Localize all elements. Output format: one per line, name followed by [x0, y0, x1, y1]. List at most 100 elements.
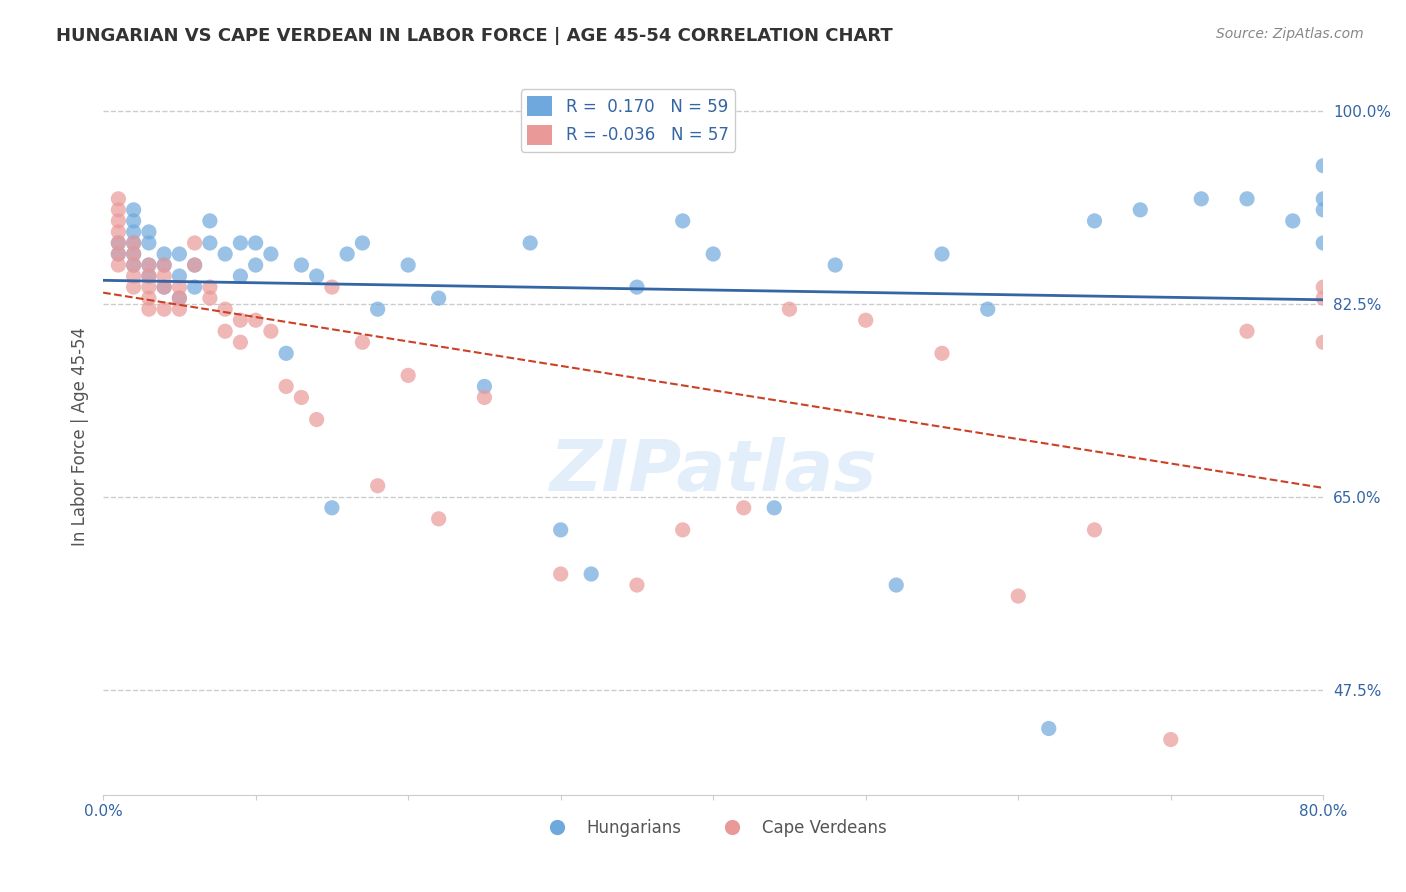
Point [672, 214, 695, 228]
Point [931, 346, 953, 360]
Point [396, 368, 419, 383]
Point [550, 523, 572, 537]
Point [855, 313, 877, 327]
Point [1083, 523, 1105, 537]
Point [1129, 202, 1152, 217]
Point [169, 268, 191, 283]
Point [977, 302, 1000, 317]
Point [169, 291, 191, 305]
Point [138, 268, 160, 283]
Point [138, 235, 160, 250]
Point [138, 268, 160, 283]
Point [396, 258, 419, 272]
Point [183, 258, 205, 272]
Point [1038, 722, 1060, 736]
Point [122, 235, 145, 250]
Point [198, 291, 221, 305]
Point [884, 578, 907, 592]
Point [1312, 202, 1334, 217]
Point [367, 479, 389, 493]
Text: ZIPatlas: ZIPatlas [550, 437, 877, 507]
Point [153, 280, 176, 294]
Point [824, 258, 846, 272]
Point [107, 247, 129, 261]
Point [1312, 280, 1334, 294]
Point [153, 247, 176, 261]
Point [427, 291, 450, 305]
Point [229, 268, 252, 283]
Point [626, 578, 648, 592]
Point [107, 214, 129, 228]
Point [107, 225, 129, 239]
Point [1312, 335, 1334, 350]
Point [290, 258, 312, 272]
Point [122, 280, 145, 294]
Point [260, 324, 283, 338]
Point [169, 247, 191, 261]
Point [138, 280, 160, 294]
Point [550, 567, 572, 582]
Text: Source: ZipAtlas.com: Source: ZipAtlas.com [1216, 27, 1364, 41]
Point [290, 391, 312, 405]
Point [579, 567, 602, 582]
Point [763, 500, 786, 515]
Point [245, 235, 267, 250]
Point [107, 192, 129, 206]
Point [107, 235, 129, 250]
Point [1312, 159, 1334, 173]
Point [1083, 214, 1105, 228]
Point [352, 235, 374, 250]
Text: HUNGARIAN VS CAPE VERDEAN IN LABOR FORCE | AGE 45-54 CORRELATION CHART: HUNGARIAN VS CAPE VERDEAN IN LABOR FORCE… [56, 27, 893, 45]
Point [107, 202, 129, 217]
Point [367, 302, 389, 317]
Point [122, 258, 145, 272]
Point [214, 247, 236, 261]
Point [153, 302, 176, 317]
Point [138, 291, 160, 305]
Point [1312, 235, 1334, 250]
Point [183, 258, 205, 272]
Point [321, 280, 343, 294]
Point [276, 346, 298, 360]
Point [1312, 291, 1334, 305]
Point [122, 202, 145, 217]
Point [245, 313, 267, 327]
Point [672, 523, 695, 537]
Point [1007, 589, 1029, 603]
Point [778, 302, 800, 317]
Point [474, 391, 496, 405]
Point [122, 225, 145, 239]
Point [122, 258, 145, 272]
Point [1236, 324, 1258, 338]
Point [198, 280, 221, 294]
Point [122, 268, 145, 283]
Point [169, 291, 191, 305]
Point [138, 302, 160, 317]
Point [153, 268, 176, 283]
Point [305, 412, 328, 426]
Point [733, 500, 755, 515]
Point [427, 512, 450, 526]
Point [198, 214, 221, 228]
Point [214, 302, 236, 317]
Point [122, 247, 145, 261]
Point [153, 258, 176, 272]
Point [138, 258, 160, 272]
Legend: Hungarians, Cape Verdeans: Hungarians, Cape Verdeans [533, 813, 893, 844]
Point [107, 247, 129, 261]
Point [1312, 192, 1334, 206]
Point [138, 225, 160, 239]
Point [474, 379, 496, 393]
Point [229, 235, 252, 250]
Point [626, 280, 648, 294]
Point [138, 258, 160, 272]
Y-axis label: In Labor Force | Age 45-54: In Labor Force | Age 45-54 [72, 326, 89, 546]
Point [1160, 732, 1182, 747]
Point [321, 500, 343, 515]
Point [107, 258, 129, 272]
Point [183, 235, 205, 250]
Point [169, 302, 191, 317]
Point [122, 247, 145, 261]
Point [122, 235, 145, 250]
Point [245, 258, 267, 272]
